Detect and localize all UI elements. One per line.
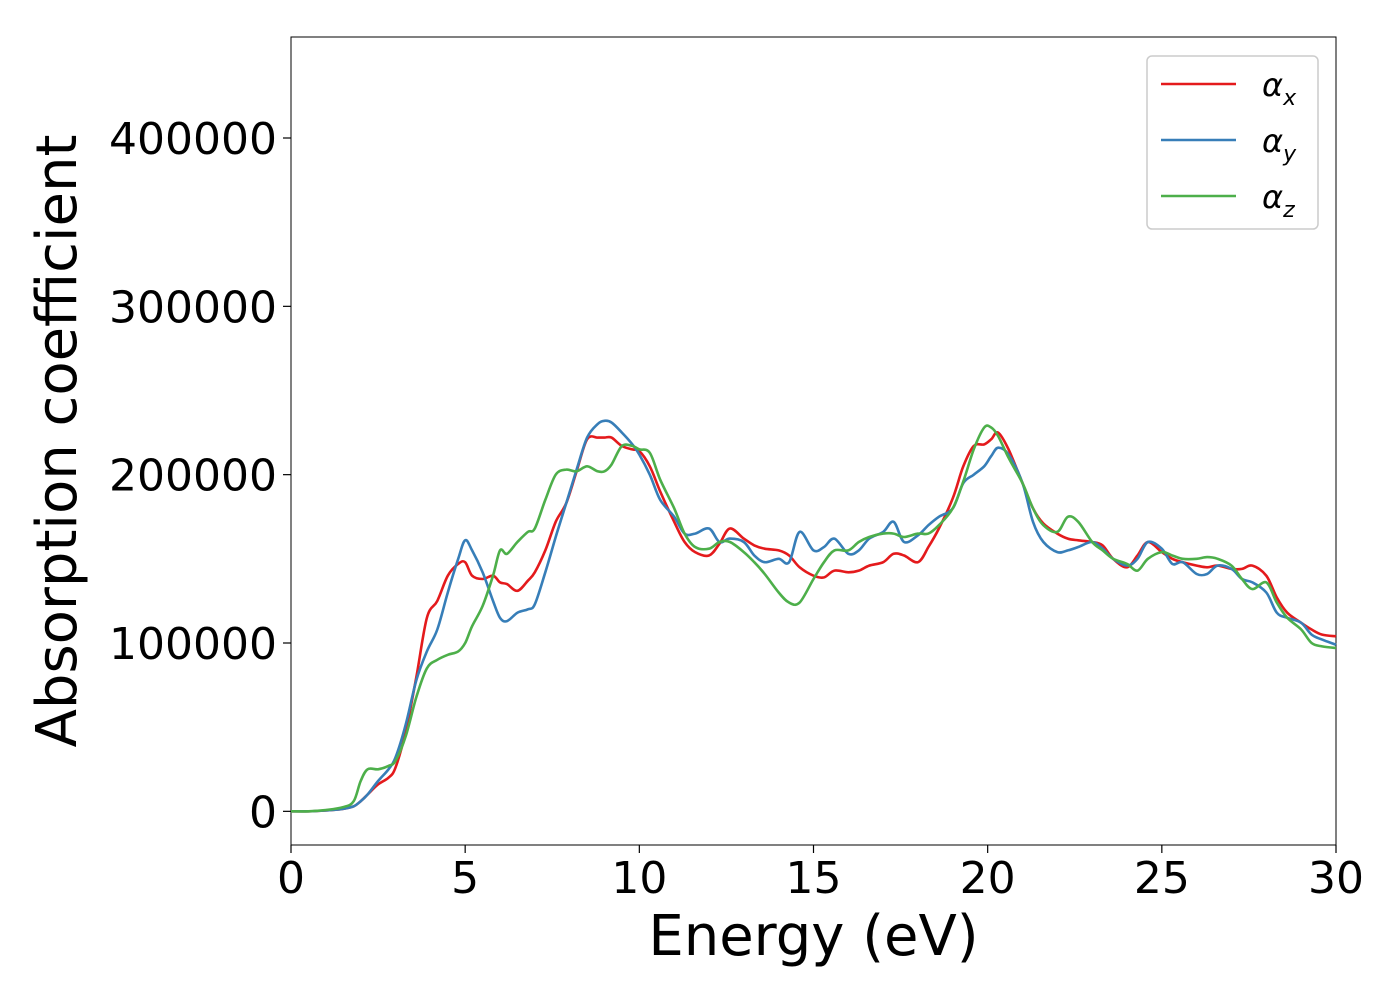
x-tick-label: 0 [277, 853, 305, 904]
series-line-z [290, 424, 1337, 813]
x-tick-label: 20 [960, 853, 1016, 904]
y-axis-title: Absorption coefficient [25, 135, 90, 748]
legend-box [1146, 55, 1319, 230]
y-tick-label: 200000 [109, 451, 277, 502]
y-tick-label: 100000 [109, 619, 277, 670]
x-axis-title: Energy (eV) [648, 904, 978, 969]
x-axis-ticks: 0 5 10 15 20 25 30 [277, 845, 1364, 904]
x-tick-label: 25 [1134, 853, 1190, 904]
series-layer [290, 419, 1337, 813]
series-line-y [290, 419, 1337, 813]
x-tick-label: 15 [786, 853, 842, 904]
x-tick-label: 30 [1308, 853, 1364, 904]
x-tick-label: 5 [451, 853, 479, 904]
y-tick-label: 400000 [109, 114, 277, 165]
x-tick-label: 10 [611, 853, 667, 904]
y-axis-ticks: 0 100000 200000 300000 400000 [109, 114, 291, 838]
y-tick-label: 0 [249, 787, 277, 838]
y-tick-label: 300000 [109, 282, 277, 333]
